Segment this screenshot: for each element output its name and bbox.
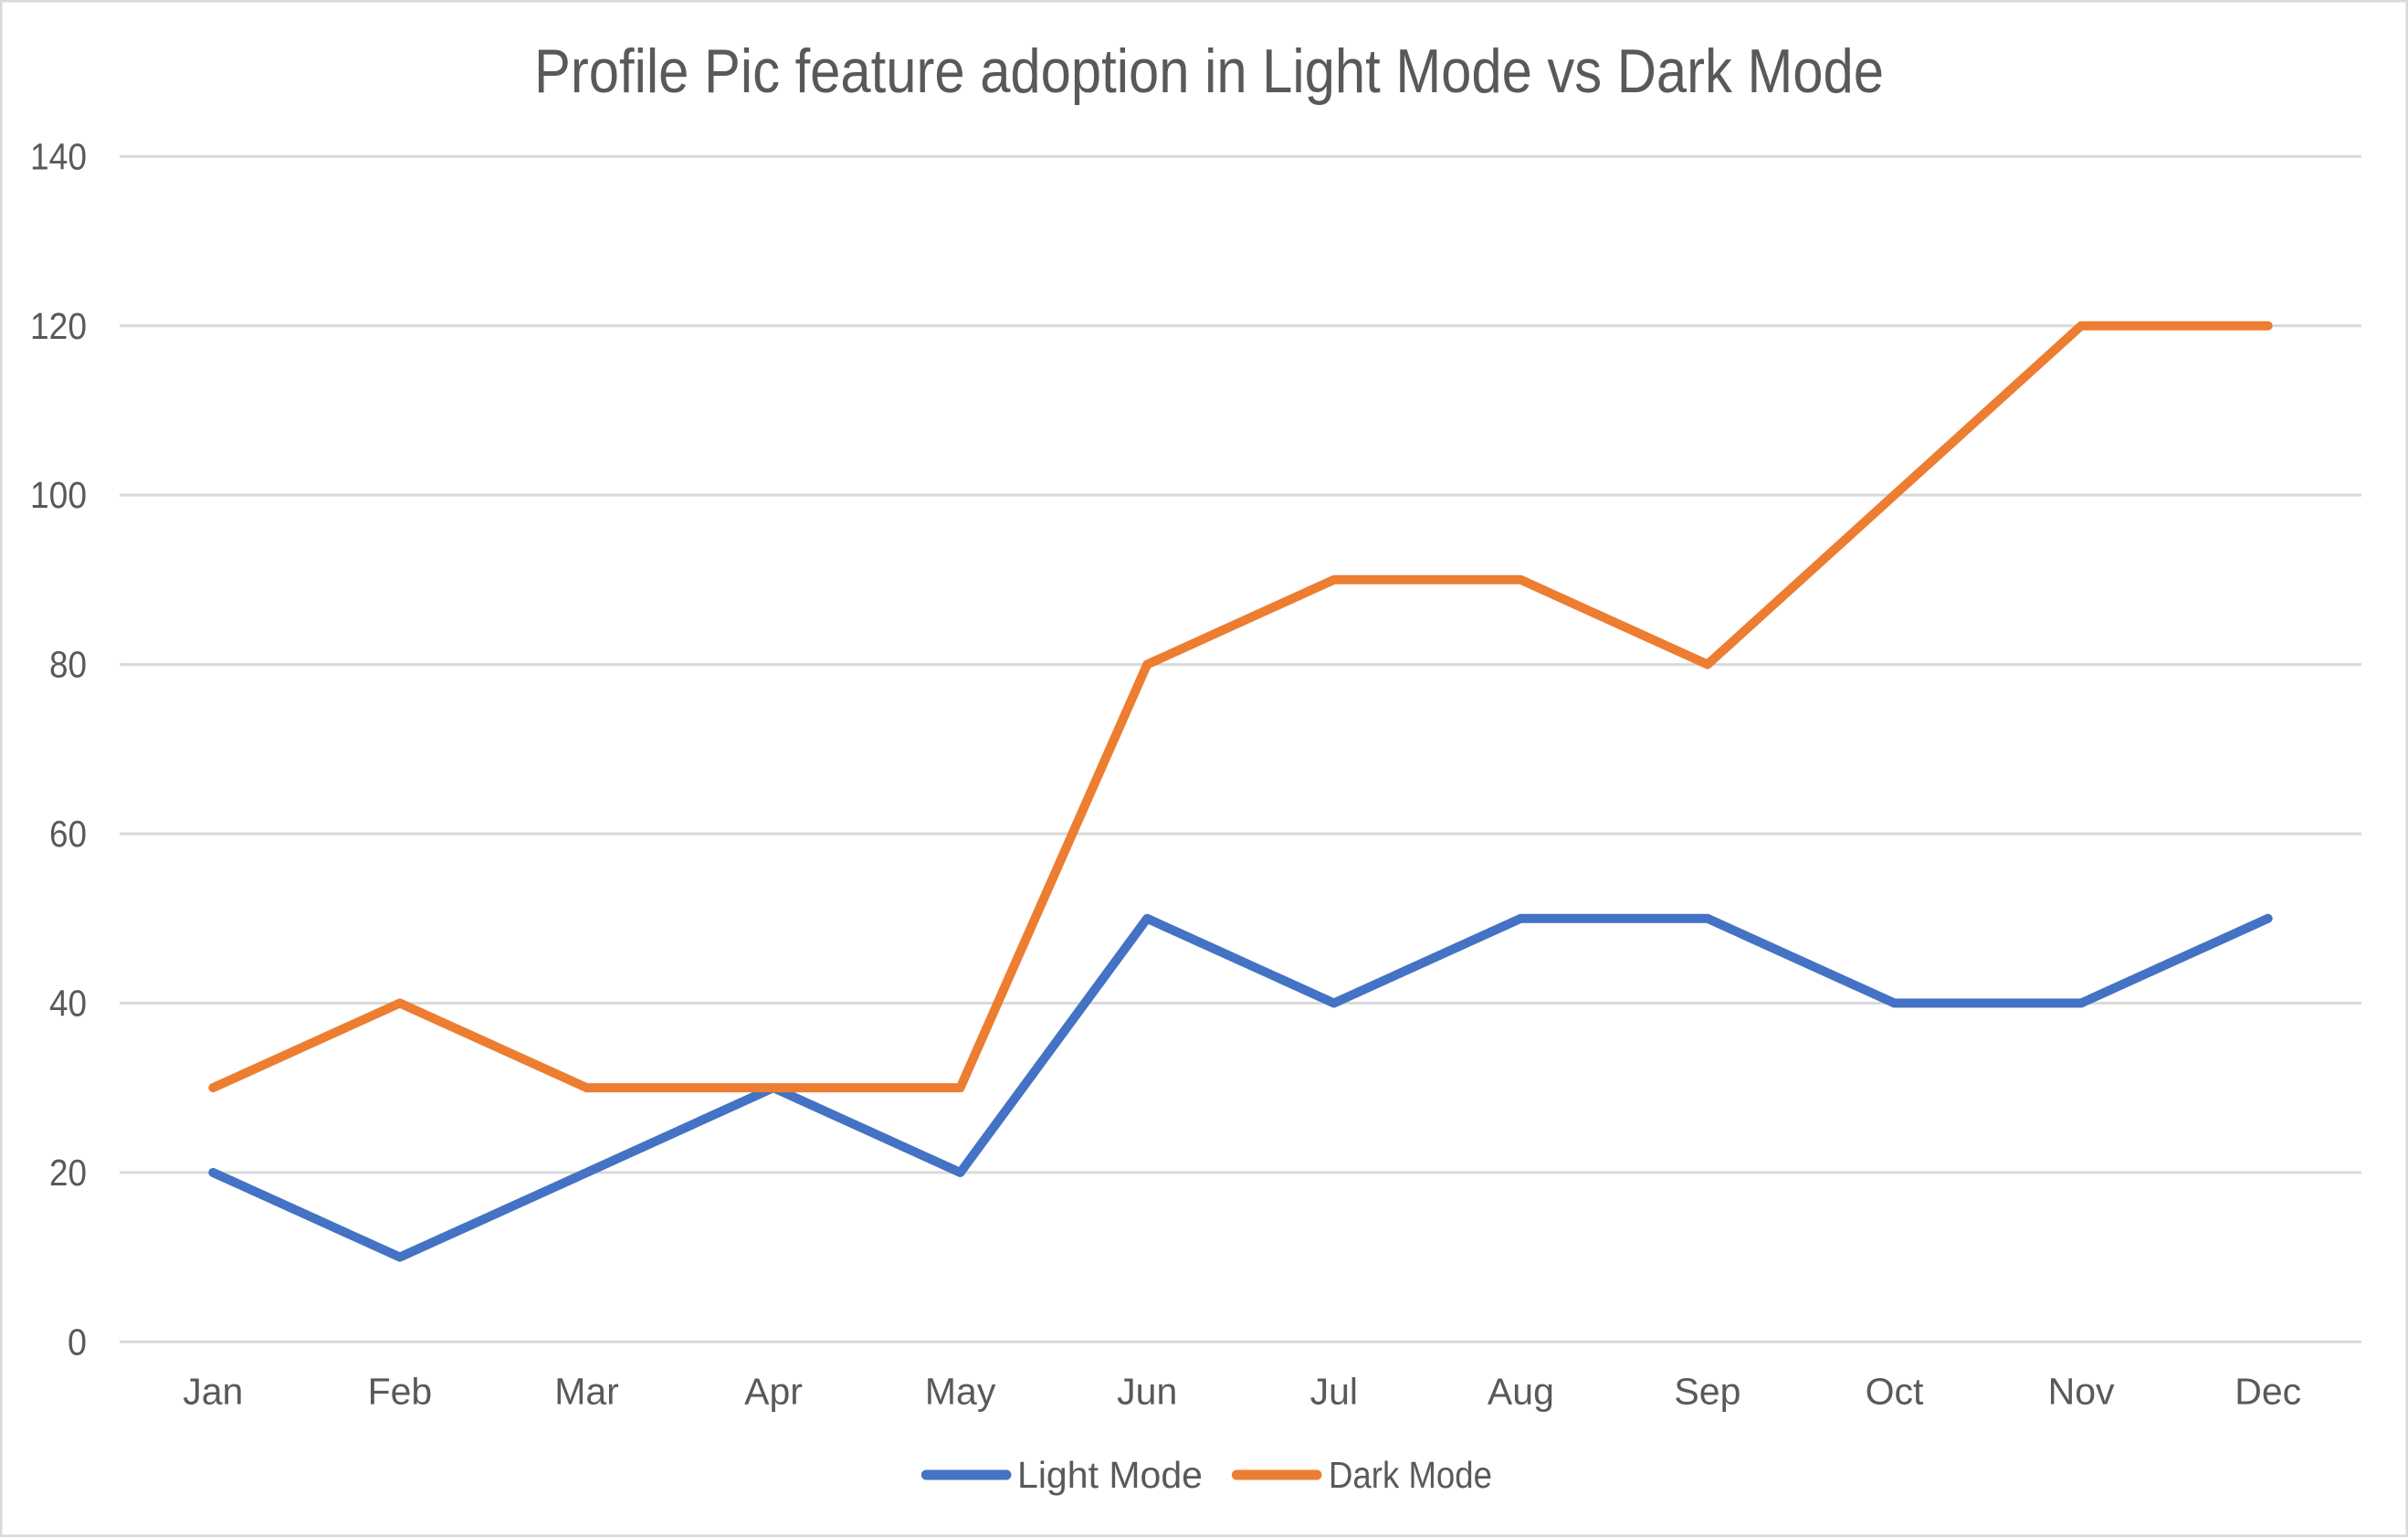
svg-text:Jul: Jul [1310,1371,1358,1413]
svg-text:Oct: Oct [1866,1371,1924,1413]
svg-text:40: 40 [49,983,87,1025]
svg-text:100: 100 [30,474,87,516]
svg-text:120: 120 [30,305,87,347]
svg-text:Profile Pic feature adoption i: Profile Pic feature adoption in Light Mo… [534,37,1884,106]
svg-text:Apr: Apr [744,1371,803,1413]
svg-text:80: 80 [49,644,87,686]
svg-text:0: 0 [68,1321,87,1363]
svg-text:Aug: Aug [1488,1371,1554,1413]
svg-text:Dark Mode: Dark Mode [1329,1454,1492,1496]
svg-text:60: 60 [49,813,87,855]
svg-text:May: May [925,1371,996,1413]
svg-text:Dec: Dec [2234,1371,2301,1413]
svg-text:Jan: Jan [183,1371,243,1413]
svg-text:Nov: Nov [2048,1371,2115,1413]
svg-text:Feb: Feb [368,1371,433,1413]
svg-text:Jun: Jun [1117,1371,1177,1413]
svg-text:Mar: Mar [554,1371,619,1413]
svg-text:140: 140 [30,135,87,177]
svg-text:Sep: Sep [1674,1371,1740,1413]
svg-text:Light Mode: Light Mode [1017,1454,1203,1496]
svg-text:20: 20 [49,1152,87,1194]
